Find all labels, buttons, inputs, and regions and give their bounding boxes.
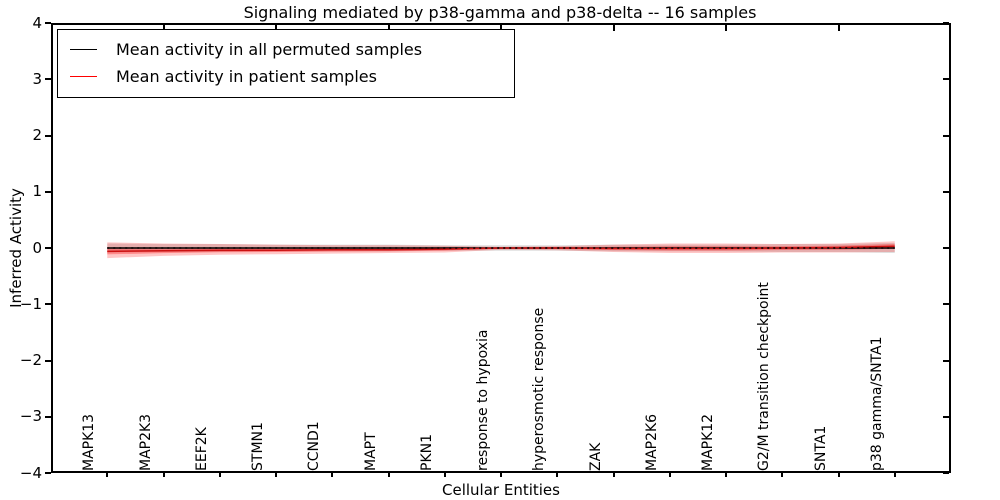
x-axis-tick	[556, 471, 559, 477]
x-tick-label: STMN1	[250, 422, 266, 471]
y-tick-label: −2	[19, 351, 42, 369]
y-axis-tick	[943, 78, 949, 81]
legend-entry: Mean activity in patient samples	[70, 63, 514, 90]
x-axis-tick	[443, 471, 446, 477]
y-axis-tick	[943, 247, 949, 249]
x-axis-tick	[668, 471, 671, 477]
y-axis-tick	[943, 22, 949, 24]
x-axis-tick	[837, 471, 840, 477]
y-tick-label: −1	[19, 294, 42, 313]
y-tick-label: 1	[32, 182, 42, 201]
x-tick-label: MAPT	[362, 432, 379, 471]
y-axis-tick	[45, 415, 51, 418]
legend-entry: Mean activity in all permuted samples	[70, 36, 514, 63]
y-axis-tick	[45, 472, 51, 474]
x-axis-tick	[612, 471, 615, 477]
y-axis-tick	[45, 78, 51, 81]
x-tick-label: p38 gamma/SNTA1	[868, 336, 885, 472]
x-tick-label: MAP2K3	[137, 413, 154, 471]
y-tick-label: 0	[32, 238, 42, 257]
x-axis-tick	[500, 471, 502, 477]
x-axis-label: Cellular Entities	[442, 481, 560, 499]
y-axis-tick	[943, 303, 949, 306]
y-axis-tick	[45, 190, 51, 193]
chart-canvas	[107, 241, 895, 259]
y-axis-tick	[45, 303, 51, 306]
y-axis-tick	[45, 134, 51, 137]
legend-label: Mean activity in patient samples	[116, 67, 377, 86]
x-tick-label: MAP2K6	[643, 413, 660, 471]
y-axis-tick	[45, 22, 51, 24]
x-axis-tick	[331, 471, 334, 477]
top-axis-tick	[162, 25, 165, 31]
top-axis-tick	[837, 25, 840, 31]
x-tick-label: response to hypoxia	[475, 329, 491, 471]
x-axis-tick	[106, 471, 109, 477]
y-axis-tick	[943, 190, 949, 193]
x-tick-label: MAPK13	[81, 413, 98, 471]
x-tick-label: G2/M transition checkpoint	[756, 282, 773, 471]
x-axis-tick	[218, 471, 221, 477]
y-axis-tick	[45, 359, 51, 362]
y-tick-label: 2	[32, 126, 42, 144]
x-tick-label: MAPK12	[700, 413, 716, 471]
patient-mean-line	[107, 245, 895, 253]
y-tick-label: 4	[32, 13, 42, 32]
y-axis-tick	[943, 472, 949, 474]
y-axis-tick	[45, 247, 51, 249]
x-tick-label: CCND1	[306, 421, 323, 471]
y-axis-tick	[943, 415, 949, 418]
x-axis-tick	[275, 471, 277, 477]
legend-line-sample	[70, 76, 97, 77]
x-axis-tick	[387, 471, 390, 477]
top-axis-tick	[275, 25, 277, 31]
x-tick-label: PKN1	[418, 433, 435, 471]
x-tick-label: EEF2K	[193, 427, 210, 471]
x-tick-label: ZAK	[587, 442, 604, 471]
x-axis-tick	[893, 471, 896, 477]
top-axis-tick	[612, 25, 615, 31]
top-axis-tick	[725, 25, 727, 31]
x-tick-label: SNTA1	[812, 425, 829, 471]
x-axis-tick	[725, 471, 727, 477]
patient-confidence-band-outer	[107, 241, 895, 259]
y-tick-label: −3	[19, 407, 42, 426]
patient-confidence-band-inner	[107, 244, 895, 255]
top-axis-tick	[500, 25, 502, 31]
legend-line-sample	[70, 49, 97, 50]
y-tick-label: 3	[32, 69, 42, 88]
x-tick-label: hyperosmotic response	[531, 307, 548, 471]
x-axis-tick	[781, 471, 784, 477]
x-axis-tick	[162, 471, 165, 477]
legend: Mean activity in all permuted samples Mea…	[57, 29, 515, 98]
y-axis-tick	[943, 359, 949, 362]
legend-label: Mean activity in all permuted samples	[116, 40, 423, 59]
y-axis-tick	[943, 134, 949, 137]
y-tick-label: −4	[19, 463, 42, 482]
chart-title: Signaling mediated by p38-gamma and p38-…	[243, 3, 757, 22]
top-axis-tick	[387, 25, 390, 31]
